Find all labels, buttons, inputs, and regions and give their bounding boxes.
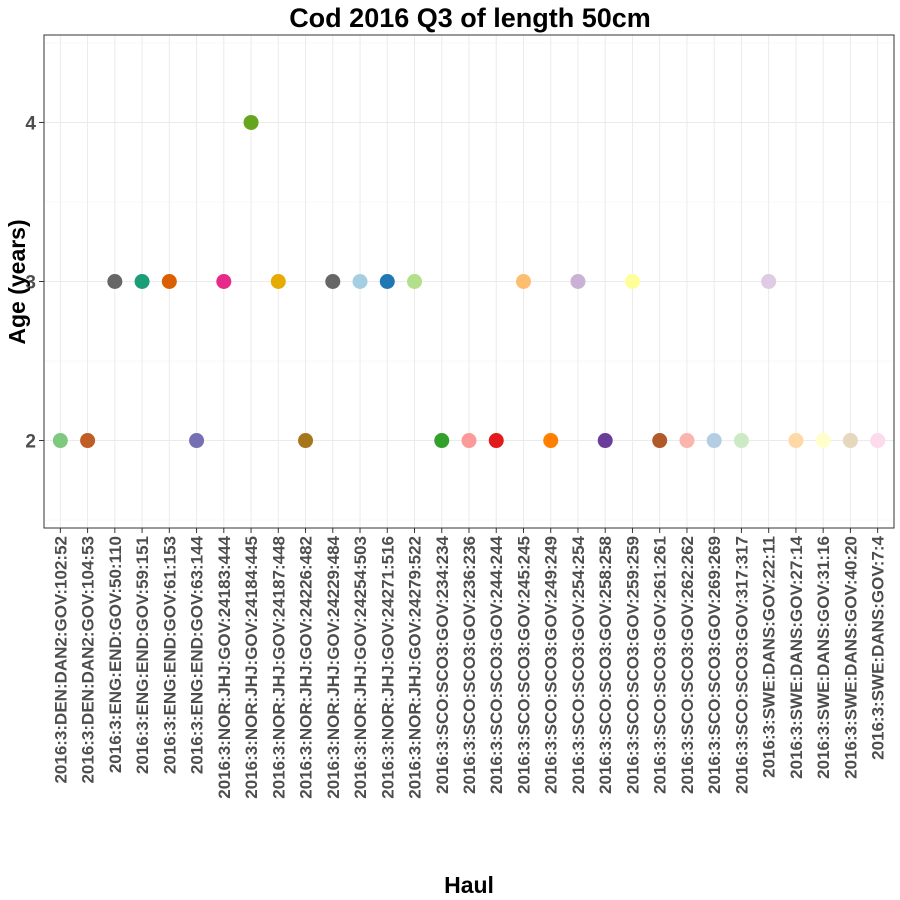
data-point [216,274,232,289]
x-axis: 2016:3:DEN:DAN2:GOV:102:52 2016:3:DEN:DAN… [51,528,888,799]
x-tick-label: 2016:3:ENG:END:GOV:63:144 [188,535,207,774]
x-tick-label: 2016:3:SWE:DANS:GOV:22:11 [760,536,779,778]
data-point [134,274,150,289]
data-point [488,433,504,449]
data-point [434,433,450,449]
x-tick-label: 2016:3:NOR:JHJ:GOV:24254:503 [351,536,370,799]
chart-title: Cod 2016 Q3 of length 50cm [289,3,651,33]
data-point [788,433,804,449]
y-tick-label: 4 [25,113,36,134]
data-point [325,274,341,289]
x-tick-label: 2016:3:SCO:SCO3:GOV:254:254 [569,535,588,793]
x-tick-label: 2016:3:NOR:JHJ:GOV:24184:445 [242,536,261,799]
data-point [733,433,749,449]
data-point [815,433,831,449]
x-tick-label: 2016:3:NOR:JHJ:GOV:24183:444 [215,535,234,798]
x-tick-label: 2016:3:SCO:SCO3:GOV:234:234 [433,535,452,793]
y-tick-label: 2 [25,432,36,453]
data-point [543,433,559,449]
data-point [570,274,586,289]
x-tick-label: 2016:3:SCO:SCO3:GOV:262:262 [678,536,697,794]
y-axis-title: Age (years) [4,219,30,344]
data-point [706,433,722,449]
x-tick-label: 2016:3:SCO:SCO3:GOV:245:245 [514,536,533,794]
x-tick-label: 2016:3:SCO:SCO3:GOV:236:236 [460,536,479,794]
x-tick-label: 2016:3:NOR:JHJ:GOV:24187:448 [269,536,288,799]
data-point [624,274,640,289]
data-point [597,433,613,449]
data-point [679,433,695,449]
data-point [652,433,668,449]
x-tick-label: 2016:3:ENG:END:GOV:50:110 [106,536,125,773]
x-tick-label: 2016:3:SWE:DANS:GOV:40:20 [841,536,860,779]
data-point [461,433,477,449]
y-axis: 2 3 4 [25,113,44,453]
data-point [407,274,423,289]
data-point [243,114,259,130]
x-tick-label: 2016:3:SCO:SCO3:GOV:244:244 [487,535,506,793]
x-tick-label: 2016:3:NOR:JHJ:GOV:24226:482 [297,536,316,799]
x-tick-label: 2016:3:SCO:SCO3:GOV:261:261 [651,536,670,794]
data-point [107,274,123,289]
x-tick-label: 2016:3:NOR:JHJ:GOV:24271:516 [378,536,397,799]
data-point [270,274,286,289]
x-tick-label: 2016:3:SWE:DANS:GOV:27:14 [787,535,806,778]
data-point [515,274,531,289]
x-tick-label: 2016:3:SWE:DANS:GOV:31:16 [814,536,833,779]
y-tick-label: 3 [25,273,36,294]
x-tick-label: 2016:3:DEN:DAN2:GOV:104:53 [79,536,98,784]
data-points [52,114,886,449]
x-tick-label: 2016:3:ENG:END:GOV:61:153 [160,536,179,774]
x-axis-title: Haul [444,872,494,898]
data-point [298,433,314,449]
x-tick-label: 2016:3:NOR:JHJ:GOV:24279:522 [406,536,425,799]
x-tick-label: 2016:3:SCO:SCO3:GOV:259:259 [623,536,642,794]
x-tick-label: 2016:3:SWE:DANS:GOV:7:4 [869,535,888,759]
data-point [761,274,777,289]
data-point [379,274,395,289]
x-tick-label: 2016:3:SCO:SCO3:GOV:249:249 [542,536,561,794]
x-tick-label: 2016:3:ENG:END:GOV:59:151 [133,536,152,774]
data-point [80,433,96,449]
data-point [842,433,858,449]
x-tick-label: 2016:3:NOR:JHJ:GOV:24229:484 [324,535,343,798]
data-point [352,274,368,289]
data-point [870,433,886,449]
x-tick-label: 2016:3:SCO:SCO3:GOV:317:317 [732,536,751,794]
x-tick-label: 2016:3:SCO:SCO3:GOV:269:269 [705,536,724,794]
x-tick-label: 2016:3:SCO:SCO3:GOV:258:258 [596,536,615,794]
data-point [161,274,177,289]
data-point [189,433,205,449]
x-tick-label: 2016:3:DEN:DAN2:GOV:102:52 [51,536,70,784]
data-point [52,433,68,449]
